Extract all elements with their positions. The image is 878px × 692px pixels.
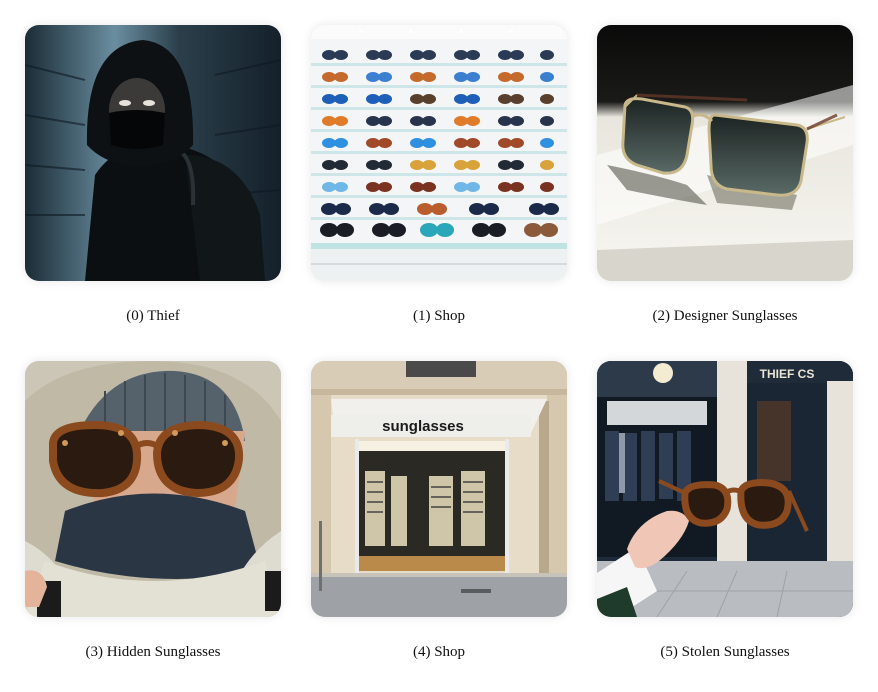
hidden-sunglasses-image bbox=[25, 361, 281, 617]
caption-thief: (0) Thief bbox=[126, 308, 180, 324]
panel-thief: (0) Thief bbox=[25, 25, 281, 324]
caption-shop-1: (1) Shop bbox=[412, 308, 466, 324]
panel-shop-storefront: sunglasses bbox=[311, 361, 567, 660]
caption-designer-sunglasses: (2) Designer Sunglasses bbox=[652, 308, 798, 324]
caption-hidden-sunglasses: (3) Hidden Sunglasses bbox=[85, 644, 221, 660]
panel-shop-display: (1) Shop bbox=[311, 25, 567, 324]
storefront-sign-text: sunglasses bbox=[382, 418, 464, 435]
stolen-sunglasses-image: THIEF CS bbox=[597, 361, 853, 617]
storefront-image: sunglasses bbox=[311, 361, 567, 617]
thief-image bbox=[25, 25, 281, 281]
shop-sign-text: THIEF CS bbox=[760, 367, 815, 381]
designer-sunglasses-image bbox=[597, 25, 853, 281]
panel-designer-sunglasses: (2) Designer Sunglasses bbox=[597, 25, 853, 324]
caption-stolen-sunglasses: (5) Stolen Sunglasses bbox=[660, 644, 790, 660]
panel-stolen-sunglasses: THIEF CS (5) Stole bbox=[597, 361, 853, 660]
caption-shop-4: (4) Shop bbox=[412, 644, 466, 660]
shop-display-image bbox=[311, 25, 567, 281]
panel-hidden-sunglasses: (3) Hidden Sunglasses bbox=[25, 361, 281, 660]
